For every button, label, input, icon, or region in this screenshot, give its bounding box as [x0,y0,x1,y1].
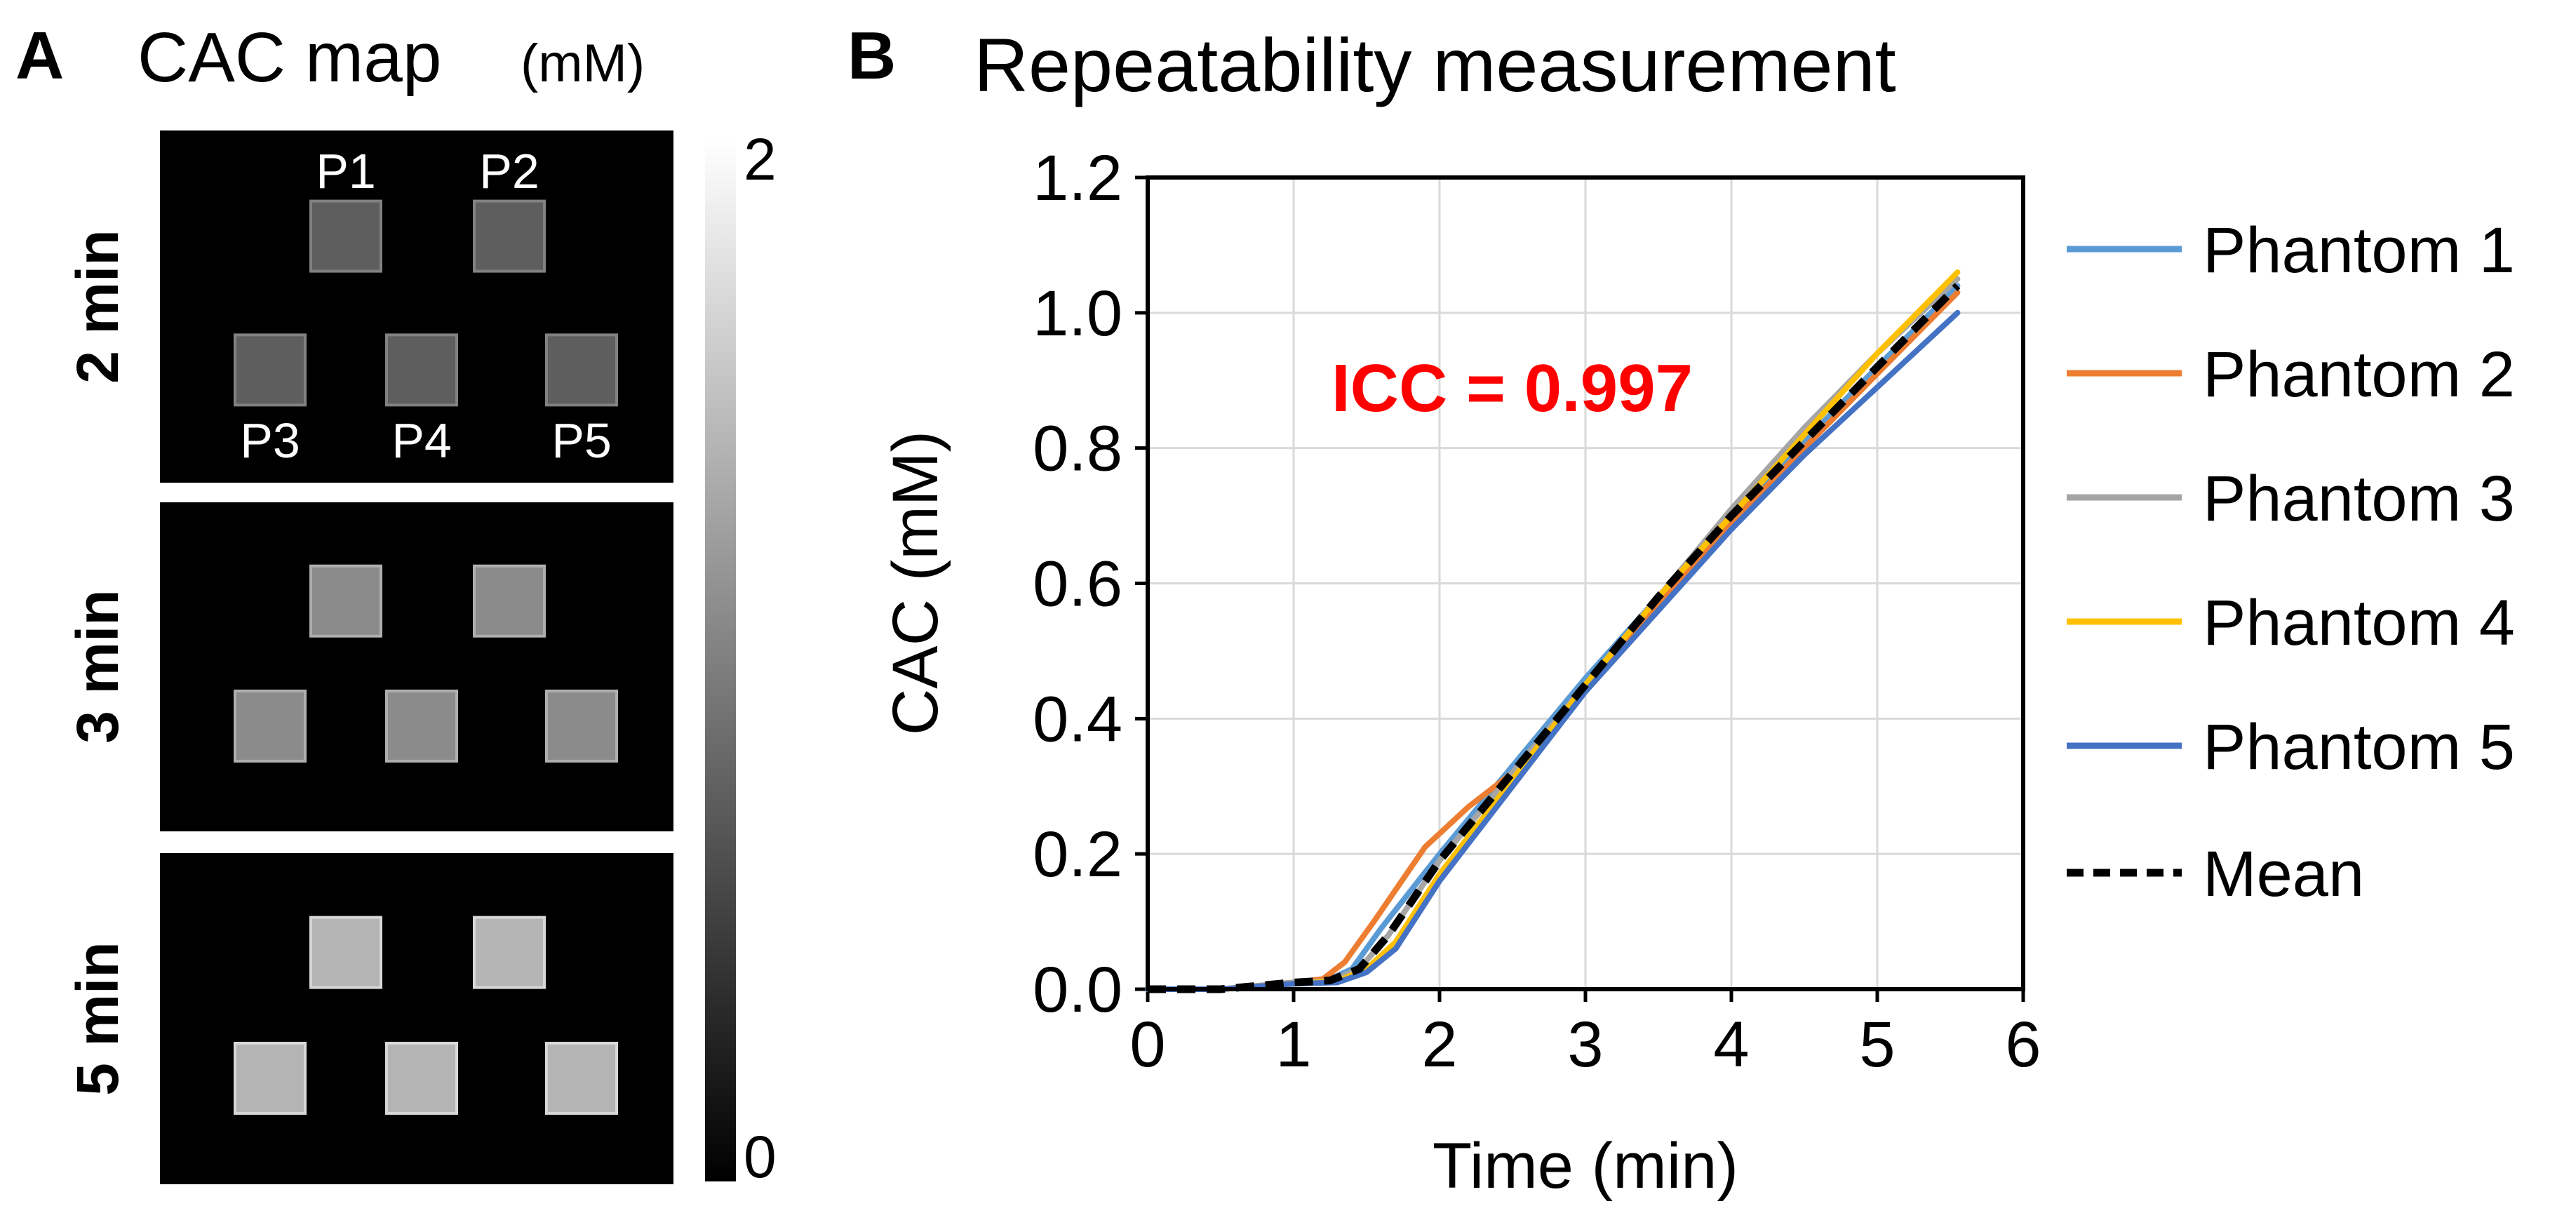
x-tick-label: 3 [1567,1009,1603,1080]
icc-annotation: ICC = 0.997 [1331,351,1693,426]
row-label-2min: 2 min [65,229,130,383]
axis-ticks [1135,175,2025,1002]
y-tick-label: 1.2 [1033,142,1122,214]
legend-label-mean: Mean [2203,838,2364,910]
colorbar-min-label: 0 [744,1124,777,1190]
phantom-label-p5: P5 [551,413,612,468]
legend-label-phantom-1: Phantom 1 [2203,215,2515,286]
phantom-label-p3: P3 [240,413,300,468]
phantom-square [385,333,458,407]
y-tick-label: 0.0 [1033,954,1122,1026]
legend: Phantom 1 Phantom 2 Phantom 3 Phantom 4 Phan… [2067,215,2515,910]
cac-map-image-3min [160,502,673,831]
panel-a-title: CAC map [137,18,441,97]
grid [1146,176,2025,991]
legend-label-phantom-5: Phantom 5 [2203,711,2515,783]
x-tick-label: 1 [1275,1009,1311,1080]
legend-label-phantom-3: Phantom 3 [2203,463,2515,535]
x-tick-label: 2 [1421,1009,1457,1080]
phantom-squares [234,199,618,1115]
y-tick-label: 0.4 [1033,683,1122,755]
phantom-square [545,1041,618,1115]
cac-map-image-5min [160,853,673,1184]
phantom-label-p4: P4 [391,413,452,468]
phantom-square [545,333,618,407]
chart-title: Repeatability measurement [974,22,1896,107]
phantom-square [234,1041,307,1115]
row-label-5min: 5 min [65,942,130,1095]
plot-frame [1146,175,2025,991]
legend-label-phantom-4: Phantom 4 [2203,587,2515,659]
series-lines [1145,269,1961,993]
x-tick-label: 5 [1859,1009,1895,1080]
y-tick-label: 0.2 [1033,819,1122,890]
phantom-square [234,333,307,407]
y-axis-label: CAC (mM) [880,431,951,735]
x-tick-label: 4 [1713,1009,1749,1080]
row-label-3min: 3 min [65,589,130,743]
phantom-label-p1: P1 [316,144,376,199]
phantom-square [309,916,382,989]
phantom-square [473,564,546,638]
colorbar [705,140,736,1181]
y-tick-label: 0.6 [1033,549,1122,620]
phantom-square [545,689,618,763]
phantom-square [385,1041,458,1115]
phantom-square [309,564,382,638]
phantom-label-p2: P2 [479,144,539,199]
colorbar-max-label: 2 [744,126,777,192]
panel-a-letter: A [15,18,64,93]
series-line-mean [1148,283,1961,993]
phantom-square [309,199,382,273]
y-tick-label: 0.8 [1033,413,1122,485]
x-tick-label: 0 [1129,1009,1165,1080]
panel-a: A CAC map (mM) P1 P2 P3 P4 P5 2 min 3 mi… [15,18,777,1190]
phantom-square [385,689,458,763]
x-axis-label: Time (min) [1433,1130,1738,1202]
cac-map-rows [160,130,673,1184]
panel-b-letter: B [847,18,896,93]
tick-labels: 0 1 2 3 4 5 6 0.0 0.2 0.4 0.6 0.8 1.0 1.2 [1033,142,2041,1080]
phantom-square [473,916,546,989]
panel-b: B Repeatability measurement 0 1 2 3 4 5 6 0.0 0.… [847,18,2515,1202]
y-tick-label: 1.0 [1033,278,1122,349]
panel-a-title-unit: (mM) [521,34,645,93]
cac-map-image-2min [160,130,673,483]
legend-label-phantom-2: Phantom 2 [2203,339,2515,410]
phantom-square [473,199,546,273]
x-tick-label: 6 [2005,1009,2041,1080]
phantom-square [234,689,307,763]
